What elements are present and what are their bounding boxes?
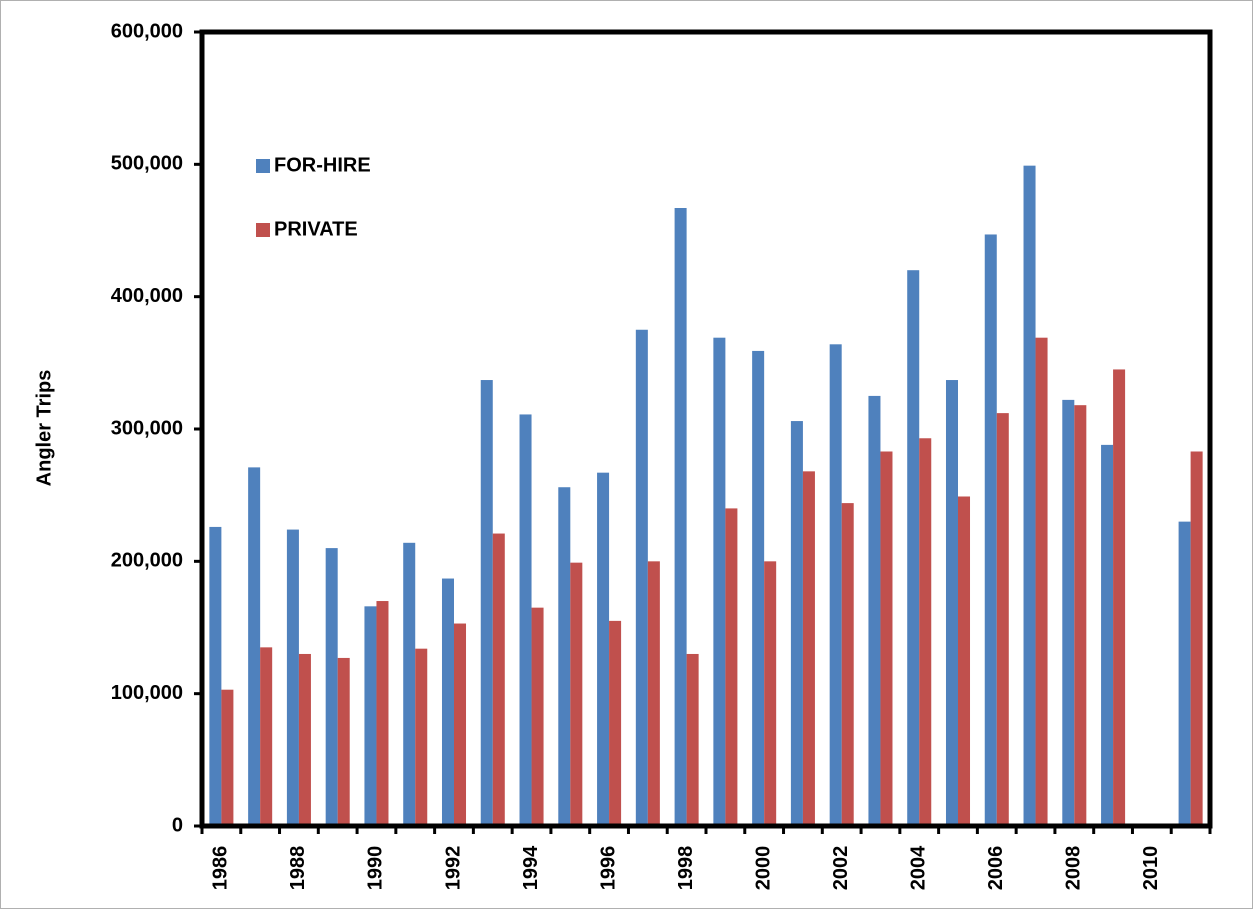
bar	[713, 337, 726, 826]
bar	[802, 471, 815, 826]
bar	[907, 270, 920, 826]
bar	[790, 421, 803, 826]
x-tick-label: 1986	[210, 846, 232, 891]
y-tick-label: 600,000	[111, 20, 183, 42]
bar	[1178, 521, 1191, 826]
bar	[996, 413, 1009, 826]
bar	[945, 380, 958, 826]
x-tick-label: 1996	[597, 846, 619, 891]
bar	[403, 542, 416, 826]
x-tick-label: 2006	[985, 846, 1007, 891]
y-axis-title: Angler Trips	[33, 370, 55, 487]
bar	[1101, 444, 1114, 826]
bar	[286, 529, 299, 826]
x-tick-label: 1990	[365, 846, 387, 891]
bar	[558, 487, 571, 826]
bar	[829, 344, 842, 826]
bar	[531, 607, 544, 826]
bar	[480, 380, 493, 826]
bar	[880, 451, 893, 826]
x-tick-label: 1998	[675, 846, 697, 891]
bar	[609, 620, 622, 826]
legend-swatch	[256, 159, 270, 173]
x-tick-label: 2010	[1140, 846, 1162, 891]
bar	[984, 234, 997, 827]
bar	[1113, 369, 1126, 826]
bar	[1190, 451, 1203, 826]
legend-label: FOR-HIRE	[274, 154, 371, 176]
bar	[764, 561, 777, 826]
x-tick-label: 2000	[752, 846, 774, 891]
bar	[841, 503, 854, 826]
bar	[325, 548, 338, 826]
x-tick-label: 1988	[287, 846, 309, 891]
bar	[209, 526, 222, 826]
bar	[376, 601, 389, 826]
bar	[1074, 405, 1087, 826]
bar	[298, 653, 311, 826]
bar	[752, 350, 765, 826]
bar	[1023, 165, 1036, 826]
bar	[492, 533, 505, 826]
bar	[221, 689, 234, 826]
x-tick-label: 2002	[830, 846, 852, 891]
bar	[674, 208, 687, 827]
bar	[686, 653, 699, 826]
y-tick-label: 0	[172, 814, 183, 836]
bar	[725, 508, 738, 826]
bar	[919, 438, 932, 826]
bar	[597, 472, 610, 826]
bar	[441, 578, 454, 826]
bar	[647, 561, 660, 826]
bar	[337, 657, 350, 826]
legend-swatch	[256, 223, 270, 237]
bar	[364, 606, 377, 826]
y-tick-label: 100,000	[111, 682, 183, 704]
bar	[570, 562, 583, 826]
bar	[260, 647, 273, 826]
plot-frame	[199, 29, 1213, 829]
bar	[415, 648, 428, 826]
bar	[1062, 399, 1075, 826]
y-tick-label: 300,000	[111, 417, 183, 439]
bar	[519, 414, 532, 826]
y-tick-label: 400,000	[111, 285, 183, 307]
bar	[248, 467, 261, 826]
y-tick-label: 200,000	[111, 550, 183, 572]
bar	[454, 623, 467, 826]
x-tick-label: 1992	[442, 846, 464, 891]
bar	[958, 496, 971, 826]
y-tick-label: 500,000	[111, 153, 183, 175]
bar	[1035, 337, 1048, 826]
bar	[635, 329, 648, 826]
x-tick-label: 2004	[908, 845, 930, 890]
bar	[868, 395, 881, 826]
x-tick-label: 2008	[1063, 846, 1085, 891]
x-tick-label: 1994	[520, 845, 542, 890]
legend-label: PRIVATE	[274, 218, 358, 240]
